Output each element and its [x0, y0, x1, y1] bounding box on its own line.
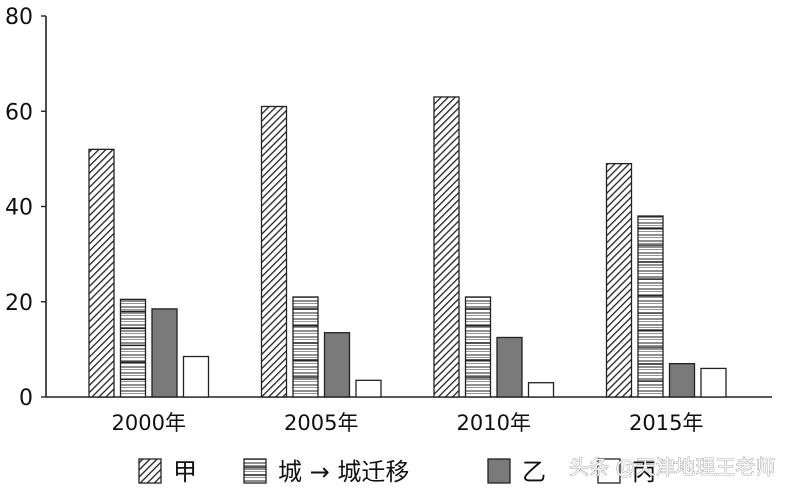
legend-swatch — [487, 458, 511, 484]
y-tick-label: 0 — [19, 386, 33, 411]
x-category-label: 2015年 — [629, 411, 703, 435]
legend-label: 乙 — [522, 458, 546, 486]
y-tick-label: 80 — [5, 5, 33, 30]
x-category-label: 2000年 — [112, 411, 186, 435]
bar — [182, 355, 210, 398]
bar — [323, 332, 351, 398]
bar — [292, 296, 319, 398]
legend-swatch — [597, 458, 621, 484]
bar — [260, 105, 288, 398]
legend-label: 城 → 城迁移 — [278, 458, 409, 486]
legend-swatch — [243, 458, 267, 484]
x-category-label: 2005年 — [284, 411, 358, 435]
bar — [668, 363, 696, 398]
bar — [637, 215, 664, 398]
legend-label: 丙 — [632, 458, 656, 486]
watermark-text: 头条 @天津地理王老师 — [569, 455, 775, 479]
bar — [151, 308, 178, 398]
legend-label: 甲 — [173, 458, 197, 486]
y-tick-label: 20 — [5, 291, 33, 316]
bar — [605, 162, 633, 398]
bar — [527, 382, 555, 398]
bar — [496, 336, 523, 398]
bar — [88, 148, 115, 398]
x-category-label: 2010年 — [457, 411, 531, 435]
bar — [119, 298, 147, 398]
y-tick-label: 60 — [5, 100, 33, 125]
legend-swatch — [138, 458, 162, 484]
bar — [355, 379, 382, 398]
bar — [433, 96, 460, 398]
y-tick-label: 40 — [5, 196, 33, 221]
bar — [464, 296, 492, 398]
bar — [700, 367, 727, 398]
